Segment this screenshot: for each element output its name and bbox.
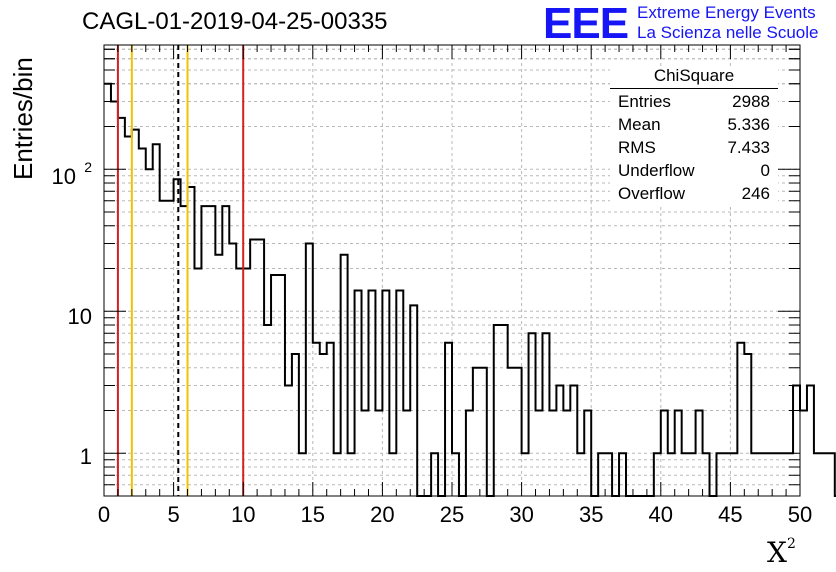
stats-value: 7.433 <box>727 138 770 157</box>
y-tick-label-100-exponent: 2 <box>84 159 92 175</box>
x-axis-label-superscript: 2 <box>786 536 796 552</box>
stats-label: Underflow <box>618 161 695 180</box>
stats-label: Overflow <box>618 184 686 203</box>
stats-title: ChiSquare <box>610 66 778 89</box>
stats-value: 0 <box>760 161 770 180</box>
x-axis-label: X2 <box>767 536 796 569</box>
x-tick-label: 35 <box>579 502 603 527</box>
stats-row-underflow: Underflow 0 <box>610 159 778 182</box>
x-tick-label: 10 <box>231 502 255 527</box>
x-tick-label: 25 <box>440 502 464 527</box>
y-tick-label-1: 1 <box>80 444 92 469</box>
x-tick-labels: 0 5 10 15 20 25 30 35 40 45 50 <box>98 502 812 527</box>
x-tick-label: 15 <box>301 502 325 527</box>
stats-label: Mean <box>618 115 661 134</box>
chart-title: CAGL-01-2019-04-25-00335 <box>82 8 388 35</box>
y-axis-label-container: Entries/bin <box>8 57 40 190</box>
logo-text-line2: La Scienza nelle Scuole <box>637 23 819 42</box>
axis-ticks <box>103 45 801 496</box>
grid <box>104 45 800 496</box>
x-tick-label: 20 <box>370 502 394 527</box>
y-tick-label-100: 10 <box>52 164 76 189</box>
stats-row-overflow: Overflow 246 <box>610 182 778 205</box>
stats-row-mean: Mean 5.336 <box>610 113 778 136</box>
stats-label: RMS <box>618 138 656 157</box>
eee-logo: EEE <box>543 0 629 48</box>
stats-label: Entries <box>618 92 671 111</box>
y-axis-label: Entries/bin <box>8 57 38 180</box>
stats-box: ChiSquare Entries 2988 Mean 5.336 RMS 7.… <box>610 66 778 205</box>
logo-text-line1: Extreme Energy Events <box>637 3 816 22</box>
stats-value: 2988 <box>732 92 770 111</box>
x-axis-label-base: X <box>767 536 787 569</box>
x-tick-label: 40 <box>649 502 673 527</box>
x-tick-label: 50 <box>788 502 812 527</box>
x-tick-label: 30 <box>509 502 533 527</box>
x-tick-label: 0 <box>98 502 110 527</box>
y-tick-label-10: 10 <box>68 304 92 329</box>
stats-value: 5.336 <box>727 115 770 134</box>
x-tick-label: 45 <box>718 502 742 527</box>
reference-lines <box>116 45 245 496</box>
x-tick-label: 5 <box>167 502 179 527</box>
stats-value: 246 <box>741 184 770 203</box>
stats-row-entries: Entries 2988 <box>610 90 778 113</box>
y-tick-labels: 1 10 10 2 <box>52 159 93 469</box>
stats-row-rms: RMS 7.433 <box>610 136 778 159</box>
